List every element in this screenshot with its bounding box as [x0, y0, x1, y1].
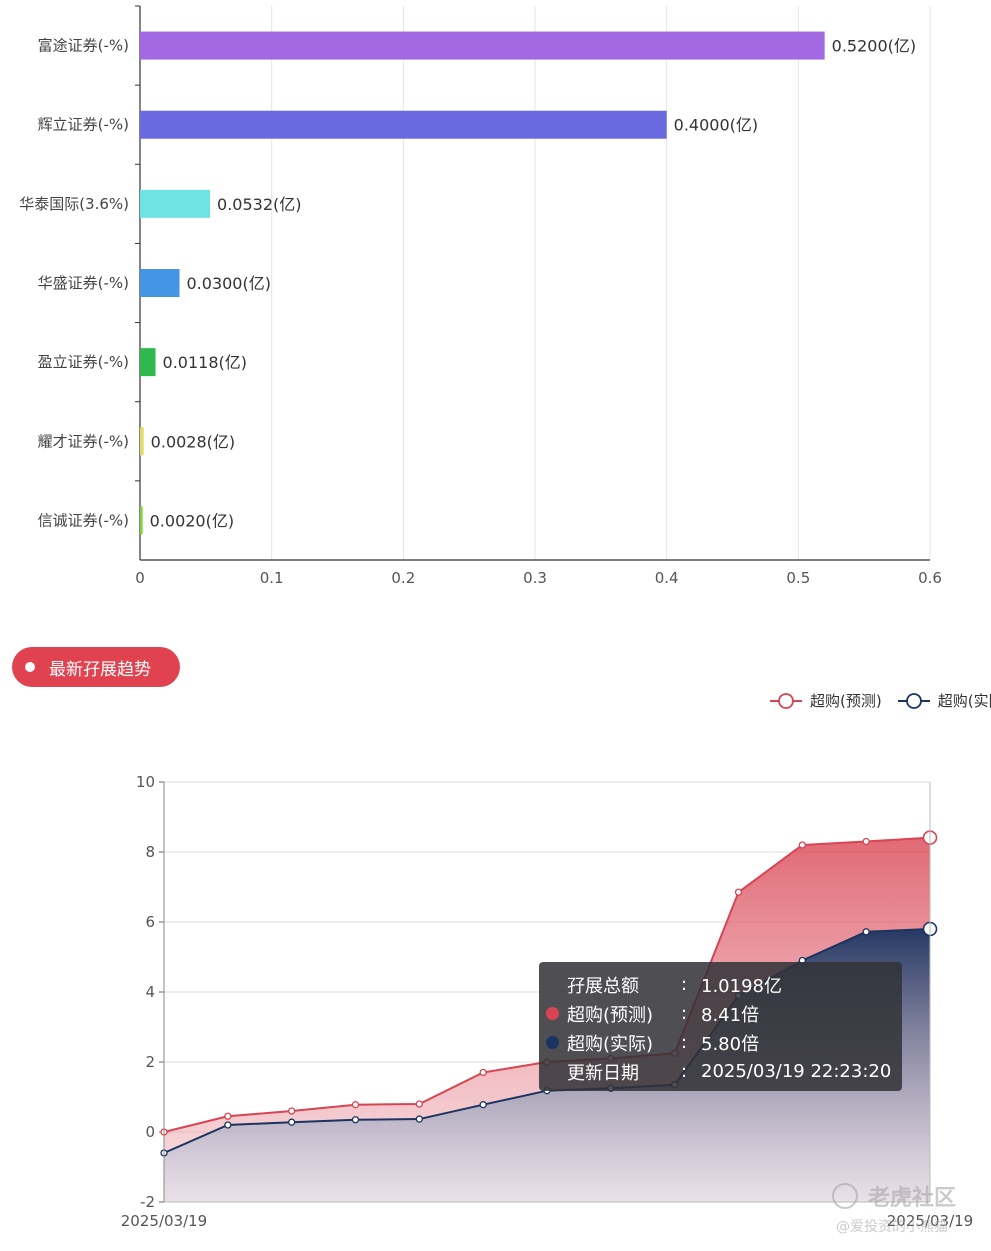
legend-circle-icon	[770, 692, 802, 709]
y-tick-label: -2	[140, 1193, 155, 1211]
bar-value-label: 0.0532(亿)	[217, 195, 301, 214]
tooltip-dot	[546, 1065, 559, 1078]
category-label: 华泰国际(3.6%)	[19, 195, 129, 213]
category-label: 华盛证券(-%)	[38, 274, 129, 292]
x-tick-label: 0.2	[391, 569, 415, 587]
y-tick-label: 0	[145, 1123, 155, 1141]
y-tick-label: 8	[145, 843, 155, 861]
x-tick-label: 0.1	[260, 569, 284, 587]
data-point	[415, 1115, 423, 1123]
bar-value-label: 0.5200(亿)	[832, 37, 916, 56]
bar	[140, 31, 825, 60]
tiger-logo-icon	[832, 1183, 858, 1209]
data-point	[862, 837, 870, 846]
tooltip-dot	[546, 1007, 559, 1020]
tooltip-dot	[546, 1036, 559, 1049]
x-tick-label: 0.6	[918, 569, 942, 587]
legend-circle-icon	[897, 692, 930, 709]
tooltip-colon: :	[681, 1003, 688, 1024]
bar	[140, 110, 667, 139]
legend-label: 超购(实际)	[937, 692, 991, 710]
data-point	[415, 1100, 423, 1108]
data-point	[479, 1101, 487, 1109]
data-point	[479, 1068, 487, 1077]
x-tick-label: 2025/03/19	[121, 1212, 207, 1230]
tooltip-label: 孖展总额	[567, 975, 639, 997]
y-tick-label: 4	[145, 983, 155, 1001]
tooltip-colon: :	[681, 1061, 688, 1082]
data-point	[734, 888, 743, 896]
data-point	[862, 928, 870, 936]
section-title-pill[interactable]: 最新孖展趋势	[12, 647, 180, 687]
pill-dot-icon	[25, 662, 35, 672]
data-point	[288, 1107, 296, 1115]
tooltip-label: 超购(实际)	[567, 1033, 654, 1055]
x-tick-label: 0	[135, 569, 145, 587]
y-tick-label: 10	[136, 773, 155, 791]
bar	[140, 269, 180, 297]
data-point	[288, 1118, 296, 1126]
tooltip-colon: :	[681, 1032, 688, 1053]
x-tick-label: 2025/03/19	[887, 1212, 973, 1230]
tooltip-value: 1.0198亿	[701, 975, 782, 997]
legend-item-predicted[interactable]: 超购(预测)	[768, 690, 882, 711]
category-label: 信诚证券(-%)	[38, 511, 129, 529]
y-tick-label: 6	[145, 913, 155, 931]
bar	[140, 189, 211, 218]
tooltip-label: 更新日期	[567, 1062, 639, 1084]
bar	[140, 348, 156, 377]
tooltip-dot	[546, 978, 559, 991]
data-point	[351, 1116, 360, 1124]
legend-label: 超购(预测)	[810, 692, 882, 710]
chart-tooltip: 孖展总额 : 1.0198亿 超购(预测) : 8.41倍 超购(实际) : 5…	[539, 962, 902, 1091]
section-title: 最新孖展趋势	[49, 659, 151, 680]
tooltip-row: 孖展总额 : 1.0198亿	[546, 970, 902, 999]
data-point	[351, 1101, 360, 1109]
bar	[140, 506, 143, 535]
bar-value-label: 0.4000(亿)	[674, 116, 758, 135]
bar-value-label: 0.0118(亿)	[163, 353, 247, 372]
x-tick-label: 0.4	[655, 569, 679, 587]
bar	[140, 427, 144, 456]
bar-value-label: 0.0020(亿)	[150, 511, 234, 530]
broker-bar-chart: 0 0.1 0.2 0.3 0.4 0.5 0.6 富途证券(-%) 0.5200(亿) 辉立证券…	[19, 5, 942, 587]
category-label: 盈立证券(-%)	[38, 353, 129, 371]
bar-value-label: 0.0028(亿)	[151, 432, 235, 451]
tooltip-value: 2025/03/19 22:23:20	[701, 1061, 892, 1082]
data-point	[798, 841, 806, 849]
tooltip-value: 5.80倍	[701, 1033, 760, 1055]
tooltip-value: 8.41倍	[701, 1004, 760, 1026]
category-label: 富途证券(-%)	[38, 37, 129, 55]
y-tick-label: 2	[145, 1053, 155, 1071]
category-label: 耀才证券(-%)	[38, 432, 129, 450]
tooltip-label: 超购(预测)	[567, 1004, 654, 1026]
category-label: 辉立证券(-%)	[38, 116, 129, 134]
watermark: 老虎社区 @爱投资的小熊猫	[832, 1180, 956, 1236]
watermark-main: 老虎社区	[868, 1186, 957, 1211]
data-point	[224, 1121, 232, 1129]
tooltip-row: 超购(预测) : 8.41倍	[546, 999, 902, 1028]
tooltip-row: 超购(实际) : 5.80倍	[546, 1028, 902, 1057]
data-point	[224, 1112, 232, 1120]
tooltip-row: 更新日期 : 2025/03/19 22:23:20	[546, 1057, 902, 1086]
legend-item-actual[interactable]: 超购(实际)	[896, 690, 991, 711]
x-tick-label: 0.3	[523, 569, 547, 587]
trend-legend: 超购(预测) 超购(实际)	[768, 690, 991, 711]
x-tick-label: 0.5	[786, 569, 810, 587]
watermark-sub: @爱投资的小熊猫	[836, 1219, 948, 1235]
bar-value-label: 0.0300(亿)	[187, 274, 271, 293]
tooltip-colon: :	[681, 974, 688, 995]
